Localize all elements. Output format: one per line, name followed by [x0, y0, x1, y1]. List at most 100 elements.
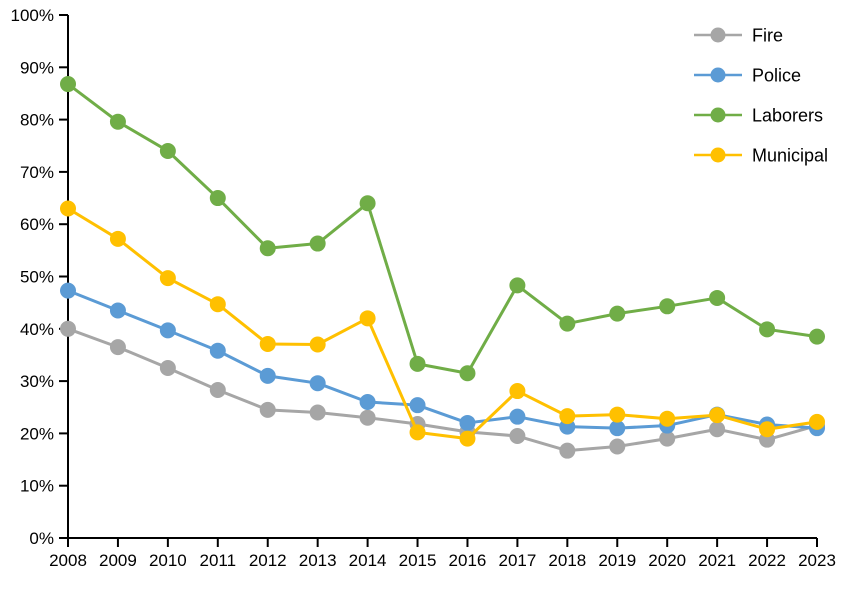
- x-tick-label: 2020: [648, 551, 686, 570]
- x-tick-label: 2023: [798, 551, 836, 570]
- data-point-marker: [359, 310, 376, 327]
- data-point-marker: [259, 335, 276, 352]
- series-laborers: [60, 76, 825, 382]
- data-point-marker: [459, 430, 476, 447]
- data-point-marker: [659, 410, 676, 427]
- axes: 0%10%20%30%40%50%60%70%80%90%100%2008 200…: [11, 6, 836, 570]
- y-tick-label: 10%: [20, 477, 54, 496]
- x-axis-ticks: 2008 2009 2010 2011 2012 2013 2014 2015 2016 2017…: [49, 538, 836, 570]
- x-tick-label: 2013: [299, 551, 337, 570]
- legend-item-fire: Fire: [694, 25, 783, 45]
- data-point-marker: [459, 365, 476, 382]
- x-tick-label: 2017: [498, 551, 536, 570]
- y-tick-label: 100%: [11, 6, 54, 25]
- legend-marker-icon: [710, 107, 726, 123]
- data-point-marker: [609, 438, 626, 455]
- series-municipal: [60, 200, 825, 447]
- data-point-marker: [309, 336, 326, 353]
- x-tick-label: 2008: [49, 551, 87, 570]
- data-point-marker: [259, 240, 276, 257]
- x-tick-label: 2021: [698, 551, 736, 570]
- y-tick-label: 0%: [29, 529, 54, 548]
- y-tick-label: 90%: [20, 58, 54, 77]
- x-tick-label: 2009: [99, 551, 137, 570]
- data-point-marker: [159, 142, 176, 159]
- data-point-marker: [60, 320, 76, 337]
- data-point-marker: [259, 401, 276, 418]
- x-tick-label: 2014: [349, 551, 387, 570]
- data-point-marker: [60, 200, 76, 217]
- data-point-marker: [659, 298, 676, 315]
- legend-label: Fire: [752, 25, 783, 45]
- data-point-marker: [109, 302, 126, 319]
- y-tick-label: 60%: [20, 215, 54, 234]
- data-point-marker: [109, 113, 126, 130]
- data-point-marker: [209, 342, 226, 359]
- legend-item-laborers: Laborers: [694, 105, 823, 125]
- x-tick-label: 2018: [548, 551, 586, 570]
- y-tick-label: 80%: [20, 111, 54, 130]
- legend-label: Municipal: [752, 145, 828, 165]
- data-point-marker: [409, 355, 426, 372]
- data-point-marker: [409, 397, 426, 414]
- data-point-marker: [559, 408, 576, 425]
- data-point-marker: [359, 409, 376, 426]
- data-point-marker: [209, 381, 226, 398]
- data-point-marker: [709, 289, 726, 306]
- x-tick-label: 2019: [598, 551, 636, 570]
- data-point-marker: [309, 404, 326, 421]
- legend-marker-icon: [710, 27, 726, 43]
- data-point-marker: [159, 270, 176, 287]
- data-point-marker: [60, 282, 76, 299]
- data-point-marker: [159, 322, 176, 339]
- x-tick-label: 2010: [149, 551, 187, 570]
- x-tick-label: 2012: [249, 551, 287, 570]
- data-point-marker: [809, 413, 825, 430]
- data-point-marker: [759, 421, 776, 438]
- data-point-marker: [609, 305, 626, 322]
- y-axis-ticks: 0% 10% 20% 30% 40% 50% 60% 70% 80% 90% 100%: [11, 6, 68, 548]
- series-line: [66, 207, 819, 441]
- x-tick-label: 2015: [399, 551, 437, 570]
- data-point-marker: [609, 420, 626, 437]
- x-tick-label: 2011: [200, 551, 237, 570]
- series-line: [66, 327, 819, 453]
- data-point-marker: [409, 424, 426, 441]
- data-point-marker: [759, 321, 776, 338]
- data-point-marker: [309, 375, 326, 392]
- legend-item-police: Police: [694, 65, 801, 85]
- data-point-marker: [109, 339, 126, 356]
- y-tick-label: 30%: [20, 372, 54, 391]
- data-point-marker: [559, 315, 576, 332]
- data-point-marker: [259, 367, 276, 384]
- legend-marker-icon: [710, 67, 726, 83]
- legend-item-municipal: Municipal: [694, 145, 828, 165]
- data-point-marker: [60, 76, 76, 93]
- series-line: [66, 289, 819, 430]
- legend-marker-icon: [710, 147, 726, 163]
- data-point-marker: [109, 230, 126, 247]
- y-tick-label: 70%: [20, 163, 54, 182]
- data-point-marker: [309, 235, 326, 252]
- y-tick-label: 20%: [20, 424, 54, 443]
- data-point-marker: [709, 407, 726, 424]
- data-point-marker: [509, 277, 526, 294]
- data-point-marker: [809, 328, 825, 345]
- data-point-marker: [509, 428, 526, 445]
- x-tick-label: 2022: [748, 551, 786, 570]
- data-point-marker: [659, 430, 676, 447]
- data-point-marker: [159, 360, 176, 377]
- y-tick-label: 40%: [20, 320, 54, 339]
- x-tick-label: 2016: [449, 551, 487, 570]
- data-point-marker: [459, 414, 476, 431]
- data-point-marker: [509, 408, 526, 425]
- data-point-marker: [709, 421, 726, 438]
- data-point-marker: [209, 190, 226, 207]
- y-tick-label: 50%: [20, 267, 54, 286]
- data-point-marker: [509, 383, 526, 400]
- data-point-marker: [209, 296, 226, 313]
- data-point-marker: [359, 195, 376, 212]
- legend-label: Laborers: [752, 105, 823, 125]
